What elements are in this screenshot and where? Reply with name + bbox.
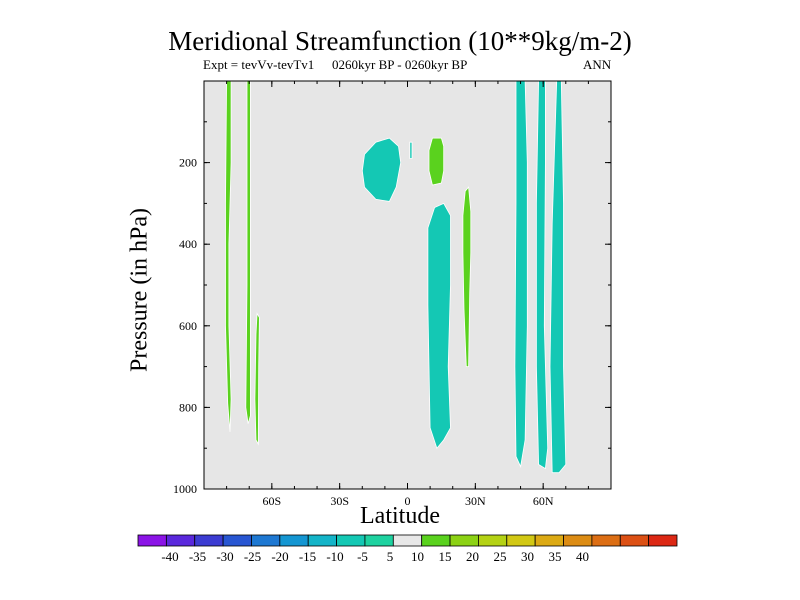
colorbar-swatch <box>506 534 536 547</box>
colorbar-swatch <box>364 534 394 547</box>
colorbar-swatch <box>279 534 309 547</box>
colorbar-swatch <box>392 534 423 547</box>
colorbar-swatch <box>165 534 196 547</box>
contour-green-sh-band-3 <box>254 312 260 446</box>
colorbar-swatch <box>478 534 508 547</box>
colorbar-label: 15 <box>439 549 452 564</box>
chart-title: Meridional Streamfunction (10**9kg/m-2) <box>168 26 632 56</box>
season-label: ANN <box>583 57 612 72</box>
x-tick-label: 0 <box>405 494 411 508</box>
colorbar-label: -30 <box>216 549 233 564</box>
colorbar-swatch <box>251 534 281 547</box>
colorbar-swatch <box>421 534 451 547</box>
plot-background <box>204 81 611 489</box>
x-tick-label: 30N <box>465 494 486 508</box>
colorbar-swatch <box>449 534 479 547</box>
colorbar-label: 30 <box>521 549 534 564</box>
experiment-label: Expt = tevVv-tevTv1 <box>203 57 315 72</box>
contour-cyan-column-nh-tropics <box>427 202 451 450</box>
colorbar-label: 40 <box>576 549 589 564</box>
colorbar-label: -20 <box>271 549 288 564</box>
x-axis-label: Latitude <box>360 503 440 529</box>
x-tick-label: 60S <box>262 494 281 508</box>
colorbar-swatch <box>648 534 678 547</box>
contour-cyan-column-nh-mid-2 <box>536 80 549 470</box>
colorbar-swatch <box>137 534 167 547</box>
contour-green-blob-10n <box>428 137 445 186</box>
colorbar-label: -10 <box>326 549 343 564</box>
colorbar-label: -25 <box>244 549 261 564</box>
colorbar-swatch <box>534 534 564 547</box>
contour-green-sh-band-2 <box>245 80 251 424</box>
colorbar-label: 25 <box>494 549 507 564</box>
colorbar-swatch <box>336 534 366 547</box>
colorbar-swatch <box>222 534 252 547</box>
contour-cyan-speck-equator <box>409 141 413 159</box>
colorbar-label: 5 <box>387 549 394 564</box>
colorbar-label: 10 <box>411 549 424 564</box>
contour-cyan-column-nh-mid-3 <box>549 80 567 474</box>
y-tick-label: 800 <box>179 400 197 414</box>
contour-cyan-column-nh-mid-1 <box>514 80 528 468</box>
colorbar-swatch <box>307 534 337 547</box>
y-tick-label: 600 <box>179 319 197 333</box>
x-tick-label: 30S <box>330 494 349 508</box>
colorbar-label: 20 <box>466 549 479 564</box>
y-tick-label: 400 <box>179 237 197 251</box>
colorbar-label: -5 <box>357 549 368 564</box>
colorbar-label: -40 <box>161 549 178 564</box>
contour-green-column-25n <box>462 186 472 368</box>
colorbar-swatch <box>563 534 593 547</box>
colorbar-swatch <box>194 534 224 547</box>
colorbar-swatch <box>619 534 650 547</box>
colorbar-label: -15 <box>299 549 316 564</box>
colorbar-label: 35 <box>549 549 562 564</box>
y-tick-label: 1000 <box>173 482 197 496</box>
colorbar-swatch <box>591 534 621 547</box>
y-tick-label: 200 <box>179 156 197 170</box>
contour-green-sh-band-1 <box>225 80 232 432</box>
colorbar-label: -35 <box>189 549 206 564</box>
x-tick-label: 60N <box>533 494 554 508</box>
time-range-label: 0260kyr BP - 0260kyr BP <box>332 57 468 72</box>
contour-cyan-blob-tropics <box>361 137 402 202</box>
